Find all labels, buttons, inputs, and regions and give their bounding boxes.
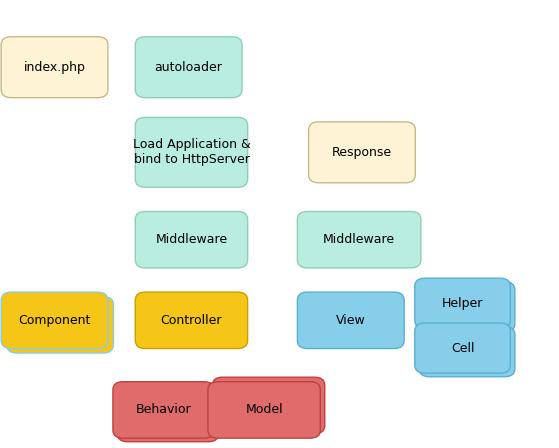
Text: Model: Model (245, 403, 283, 417)
FancyBboxPatch shape (208, 382, 320, 438)
FancyBboxPatch shape (212, 377, 325, 434)
Text: View: View (336, 314, 366, 327)
FancyBboxPatch shape (309, 122, 415, 183)
FancyBboxPatch shape (415, 278, 510, 328)
FancyBboxPatch shape (135, 117, 248, 187)
Text: Middleware: Middleware (323, 233, 395, 246)
Text: Load Application &
bind to HttpServer: Load Application & bind to HttpServer (132, 138, 250, 166)
FancyBboxPatch shape (117, 385, 219, 442)
FancyBboxPatch shape (135, 292, 248, 349)
FancyBboxPatch shape (419, 327, 515, 377)
FancyBboxPatch shape (419, 282, 515, 332)
Text: Behavior: Behavior (136, 403, 191, 417)
FancyBboxPatch shape (297, 292, 404, 349)
Text: Controller: Controller (160, 314, 222, 327)
Text: index.php: index.php (23, 60, 86, 74)
Text: Helper: Helper (442, 297, 484, 310)
FancyBboxPatch shape (135, 37, 242, 98)
FancyBboxPatch shape (1, 292, 108, 349)
FancyBboxPatch shape (113, 382, 214, 438)
FancyBboxPatch shape (297, 211, 421, 268)
FancyBboxPatch shape (415, 323, 510, 373)
Text: Middleware: Middleware (155, 233, 228, 246)
FancyBboxPatch shape (1, 37, 108, 98)
Text: Response: Response (332, 146, 392, 159)
Text: autoloader: autoloader (155, 60, 222, 74)
Text: Component: Component (18, 314, 91, 327)
FancyBboxPatch shape (135, 211, 248, 268)
Text: Cell: Cell (451, 341, 475, 355)
FancyBboxPatch shape (7, 297, 113, 353)
